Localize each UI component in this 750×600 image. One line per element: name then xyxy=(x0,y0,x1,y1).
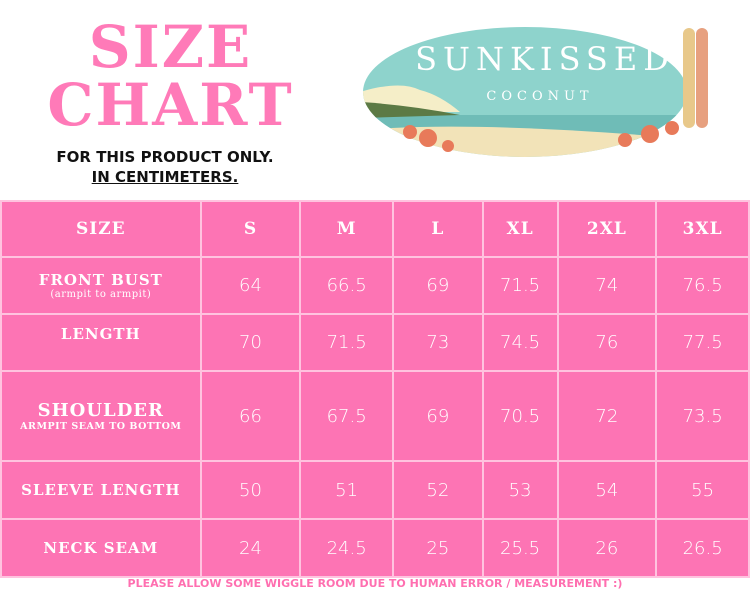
row-label: NECK SEAM xyxy=(0,518,202,578)
cell: 24 xyxy=(199,518,302,578)
cell: 71.5 xyxy=(481,256,559,315)
cell: 76 xyxy=(556,313,658,372)
cell: 66 xyxy=(199,370,302,462)
column-header: SIZE xyxy=(0,200,202,258)
column-header: XL xyxy=(481,200,559,258)
cell: 52 xyxy=(392,460,484,520)
cell: 66.5 xyxy=(299,256,394,315)
row-label: LENGTH xyxy=(0,313,202,372)
row-label-text: SHOULDER xyxy=(37,400,164,421)
table-row: LENGTH 70 71.5 73 74.5 76 77.5 xyxy=(0,313,750,372)
cell: 67.5 xyxy=(299,370,394,462)
table-row: SHOULDER ARMPIT SEAM TO BOTTOM 66 67.5 69 70… xyxy=(0,370,750,462)
table-row: SLEEVE LENGTH 50 51 52 53 54 55 xyxy=(0,460,750,520)
table-row: FRONT BUST (armpit to armpit) 64 66.5 69 71.… xyxy=(0,256,750,315)
column-header: M xyxy=(299,200,394,258)
cell: 69 xyxy=(392,256,484,315)
cell: 74 xyxy=(556,256,658,315)
footer-note: PLEASE ALLOW SOME WIGGLE ROOM DUE TO HUM… xyxy=(127,577,623,590)
cell: 26.5 xyxy=(655,518,750,578)
cell: 73 xyxy=(392,313,484,372)
column-header: 3XL xyxy=(655,200,750,258)
cell: 54 xyxy=(556,460,658,520)
column-header: L xyxy=(392,200,484,258)
cell: 69 xyxy=(392,370,484,462)
row-label: SHOULDER ARMPIT SEAM TO BOTTOM xyxy=(0,370,202,462)
column-header: S xyxy=(199,200,302,258)
sunkissed-coconut-logo: SUNKISSED COCONUT xyxy=(363,27,708,157)
cell: 71.5 xyxy=(299,313,394,372)
title-line-1: SIZE xyxy=(88,13,253,81)
cell: 53 xyxy=(481,460,559,520)
cell: 24.5 xyxy=(299,518,394,578)
row-label-text: FRONT BUST xyxy=(38,271,163,289)
cell: 74.5 xyxy=(481,313,559,372)
page-title: SIZE CHART xyxy=(38,18,303,134)
cell: 55 xyxy=(655,460,750,520)
cell: 25.5 xyxy=(481,518,559,578)
row-label: SLEEVE LENGTH xyxy=(0,460,202,520)
title-line-2: CHART xyxy=(47,71,294,139)
cell: 50 xyxy=(199,460,302,520)
header-row: SIZE S M L XL 2XL 3XL xyxy=(0,200,750,258)
cell: 77.5 xyxy=(655,313,750,372)
cell: 70.5 xyxy=(481,370,559,462)
cell: 72 xyxy=(556,370,658,462)
column-header: 2XL xyxy=(556,200,658,258)
row-label: FRONT BUST (armpit to armpit) xyxy=(0,256,202,315)
row-note: ARMPIT SEAM TO BOTTOM xyxy=(20,421,182,432)
cell: 76.5 xyxy=(655,256,750,315)
subtitle-product: FOR THIS PRODUCT ONLY. xyxy=(56,148,274,166)
svg-text:COCONUT: COCONUT xyxy=(486,89,593,104)
cell: 70 xyxy=(199,313,302,372)
row-note: (armpit to armpit) xyxy=(50,289,152,300)
table-row: NECK SEAM 24 24.5 25 25.5 26 26.5 xyxy=(0,518,750,578)
cell: 51 xyxy=(299,460,394,520)
cell: 73.5 xyxy=(655,370,750,462)
cell: 64 xyxy=(199,256,302,315)
cell: 26 xyxy=(556,518,658,578)
svg-text:SUNKISSED: SUNKISSED xyxy=(415,40,675,78)
size-chart-table: SIZE S M L XL 2XL 3XL FRONT BUST (armpit … xyxy=(0,200,750,578)
subtitle-units: IN CENTIMETERS. xyxy=(91,168,239,186)
cell: 25 xyxy=(392,518,484,578)
